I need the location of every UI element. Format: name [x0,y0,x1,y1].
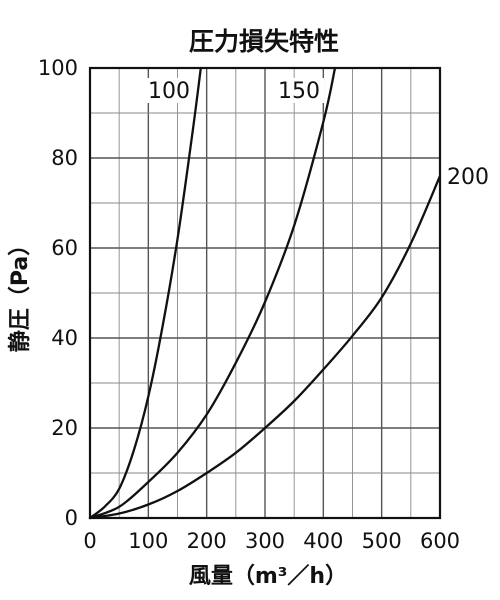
series-label-150: 150 [278,79,320,104]
series-label-background [445,164,493,189]
series-labels: 100 150 200 [146,78,493,190]
grid [90,68,440,518]
x-tick-label: 0 [83,529,96,553]
y-tick-label: 80 [51,146,78,170]
x-tick-label: 100 [128,529,168,553]
y-tick-label: 0 [65,506,78,530]
y-tick-label: 60 [51,236,78,260]
series-layer [88,66,442,520]
series-line-100 [88,66,202,520]
y-tick-label: 40 [51,326,78,350]
series-label-100: 100 [148,79,190,104]
series-line-200 [88,174,442,520]
chart-title: 圧力損失特性 [189,27,339,56]
series-line-150 [88,66,337,520]
plot-frame [88,66,442,520]
x-tick-label: 400 [303,529,343,553]
y-axis-label: 静圧（Pa） [7,234,33,352]
y-axis-ticks: 0 20 40 60 80 100 [38,56,78,530]
series-label-background [146,78,194,103]
x-axis-ticks: 0 100 200 300 400 500 600 [83,529,460,553]
y-tick-label: 20 [51,416,78,440]
x-tick-label: 300 [245,529,285,553]
series-label-200: 200 [447,165,489,190]
x-tick-label: 500 [362,529,402,553]
x-axis-label: 風量（m³／h） [189,564,347,589]
x-tick-label: 600 [420,529,460,553]
y-tick-label: 100 [38,56,78,80]
series-label-background [276,78,324,103]
x-tick-label: 200 [187,529,227,553]
